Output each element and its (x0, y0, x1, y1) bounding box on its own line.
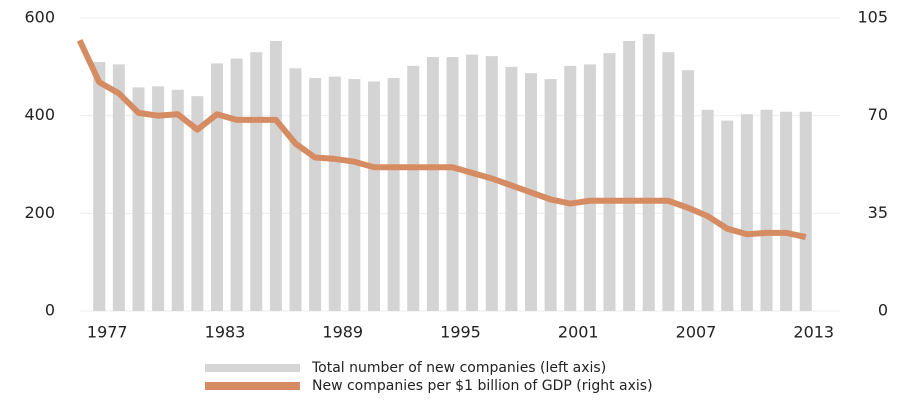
bar (623, 40, 636, 312)
bar (799, 111, 812, 311)
x-tick-label: 1983 (205, 323, 246, 342)
bar (250, 52, 263, 311)
bar (269, 40, 282, 312)
bar (760, 109, 773, 311)
bar (583, 64, 596, 312)
x-tick-label: 2013 (793, 323, 834, 342)
x-tick-label: 1977 (87, 323, 128, 342)
bar (211, 63, 223, 311)
x-tick-label: 2007 (676, 323, 717, 342)
bar (642, 34, 655, 312)
legend-swatch (205, 364, 300, 372)
bar (152, 86, 165, 311)
bar (171, 89, 184, 311)
y2-tick-label: 35 (868, 203, 888, 222)
bar (721, 120, 734, 311)
bar (564, 65, 577, 312)
bar (328, 76, 341, 311)
bar (740, 114, 753, 312)
y-tick-label: 600 (24, 8, 55, 27)
bar (466, 54, 479, 311)
bar (485, 56, 498, 312)
legend-label: Total number of new companies (left axis… (311, 360, 606, 376)
x-tick-label: 2001 (558, 323, 599, 342)
y2-tick-label: 105 (857, 8, 888, 27)
bar (112, 64, 125, 312)
x-tick-label: 1995 (440, 323, 481, 342)
bar (289, 68, 302, 311)
bar (446, 57, 459, 311)
y-tick-label: 0 (45, 301, 55, 320)
bar (544, 79, 557, 312)
bar (368, 81, 380, 311)
y-tick-label: 200 (24, 203, 55, 222)
bar (93, 61, 106, 312)
x-tick-label: 1989 (322, 323, 363, 342)
y2-tick-label: 70 (868, 105, 888, 124)
legend-label: New companies per $1 billion of GDP (rig… (312, 378, 653, 394)
bar (387, 78, 400, 311)
bar (662, 52, 675, 311)
y2-tick-label: 0 (878, 301, 888, 320)
bar (132, 87, 145, 312)
bar (603, 53, 616, 311)
bar (426, 57, 439, 311)
bar (191, 96, 204, 311)
bar (505, 66, 518, 311)
bar (701, 109, 714, 311)
bar (348, 79, 361, 312)
legend-swatch (205, 382, 300, 390)
bar (230, 58, 243, 312)
bar (682, 70, 694, 311)
bar (780, 111, 793, 311)
bar (407, 65, 420, 312)
bar (309, 78, 322, 311)
y-tick-label: 400 (24, 105, 55, 124)
line (76, 39, 807, 240)
